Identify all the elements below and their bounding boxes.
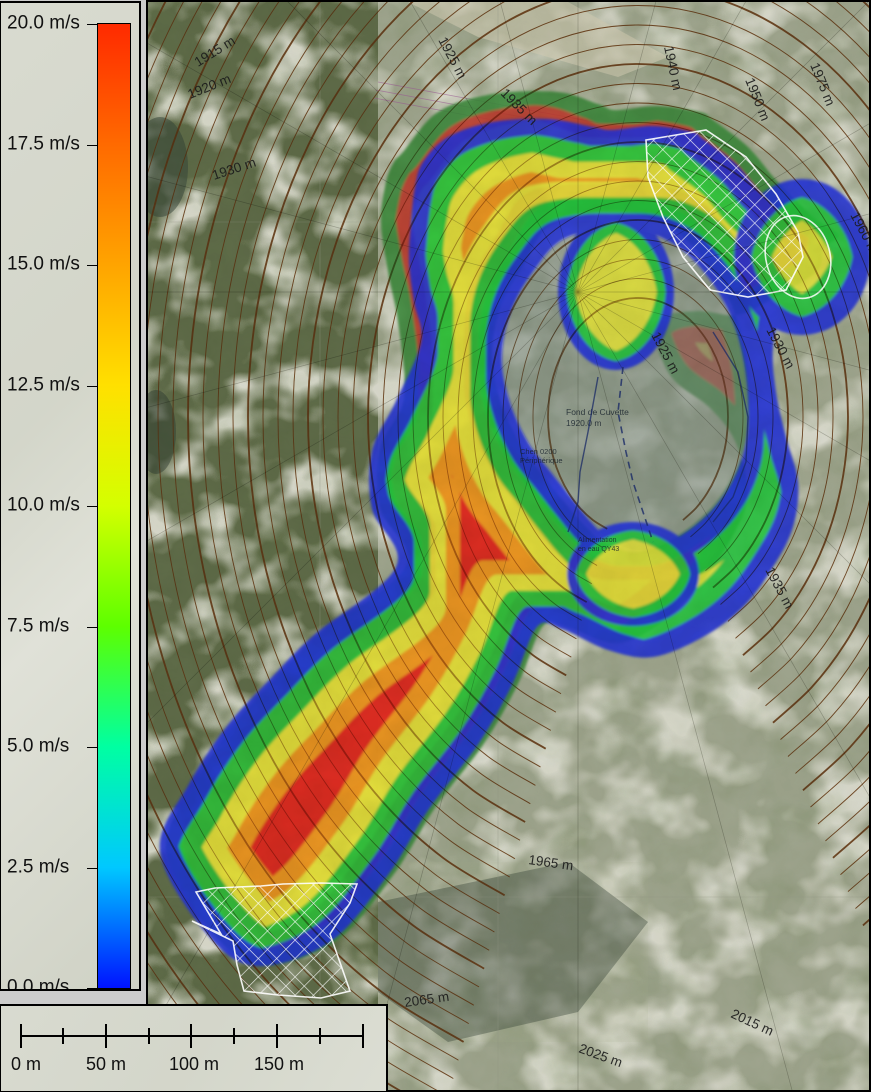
svg-text:1920.0 m: 1920.0 m — [566, 418, 601, 428]
svg-text:1975 m: 1975 m — [807, 61, 838, 108]
svg-text:2025 m: 2025 m — [577, 1041, 624, 1070]
svg-text:1965 m: 1965 m — [528, 852, 575, 873]
svg-text:1950 m: 1950 m — [742, 76, 773, 123]
svg-text:2065 m: 2065 m — [403, 989, 450, 1010]
svg-text:1925 m: 1925 m — [435, 34, 469, 81]
svg-text:1935 m: 1935 m — [498, 86, 540, 128]
svg-text:Périphérique: Périphérique — [520, 456, 563, 465]
svg-text:1925 m: 1925 m — [648, 329, 682, 376]
svg-text:1930 m: 1930 m — [763, 324, 797, 371]
svg-text:1920 m: 1920 m — [186, 71, 233, 102]
svg-text:1940 m: 1940 m — [661, 45, 685, 92]
svg-text:1930 m: 1930 m — [210, 155, 257, 183]
svg-text:1935 m: 1935 m — [762, 564, 796, 611]
svg-text:Alimentation: Alimentation — [578, 537, 617, 544]
svg-text:1915 m: 1915 m — [192, 33, 238, 70]
svg-text:Fond de Cuvette: Fond de Cuvette — [566, 407, 629, 417]
svg-text:1960 m: 1960 m — [847, 209, 869, 256]
svg-text:Chen 0200: Chen 0200 — [520, 447, 557, 456]
svg-text:2015 m: 2015 m — [729, 1006, 776, 1039]
svg-text:en eau QY43: en eau QY43 — [578, 546, 619, 553]
